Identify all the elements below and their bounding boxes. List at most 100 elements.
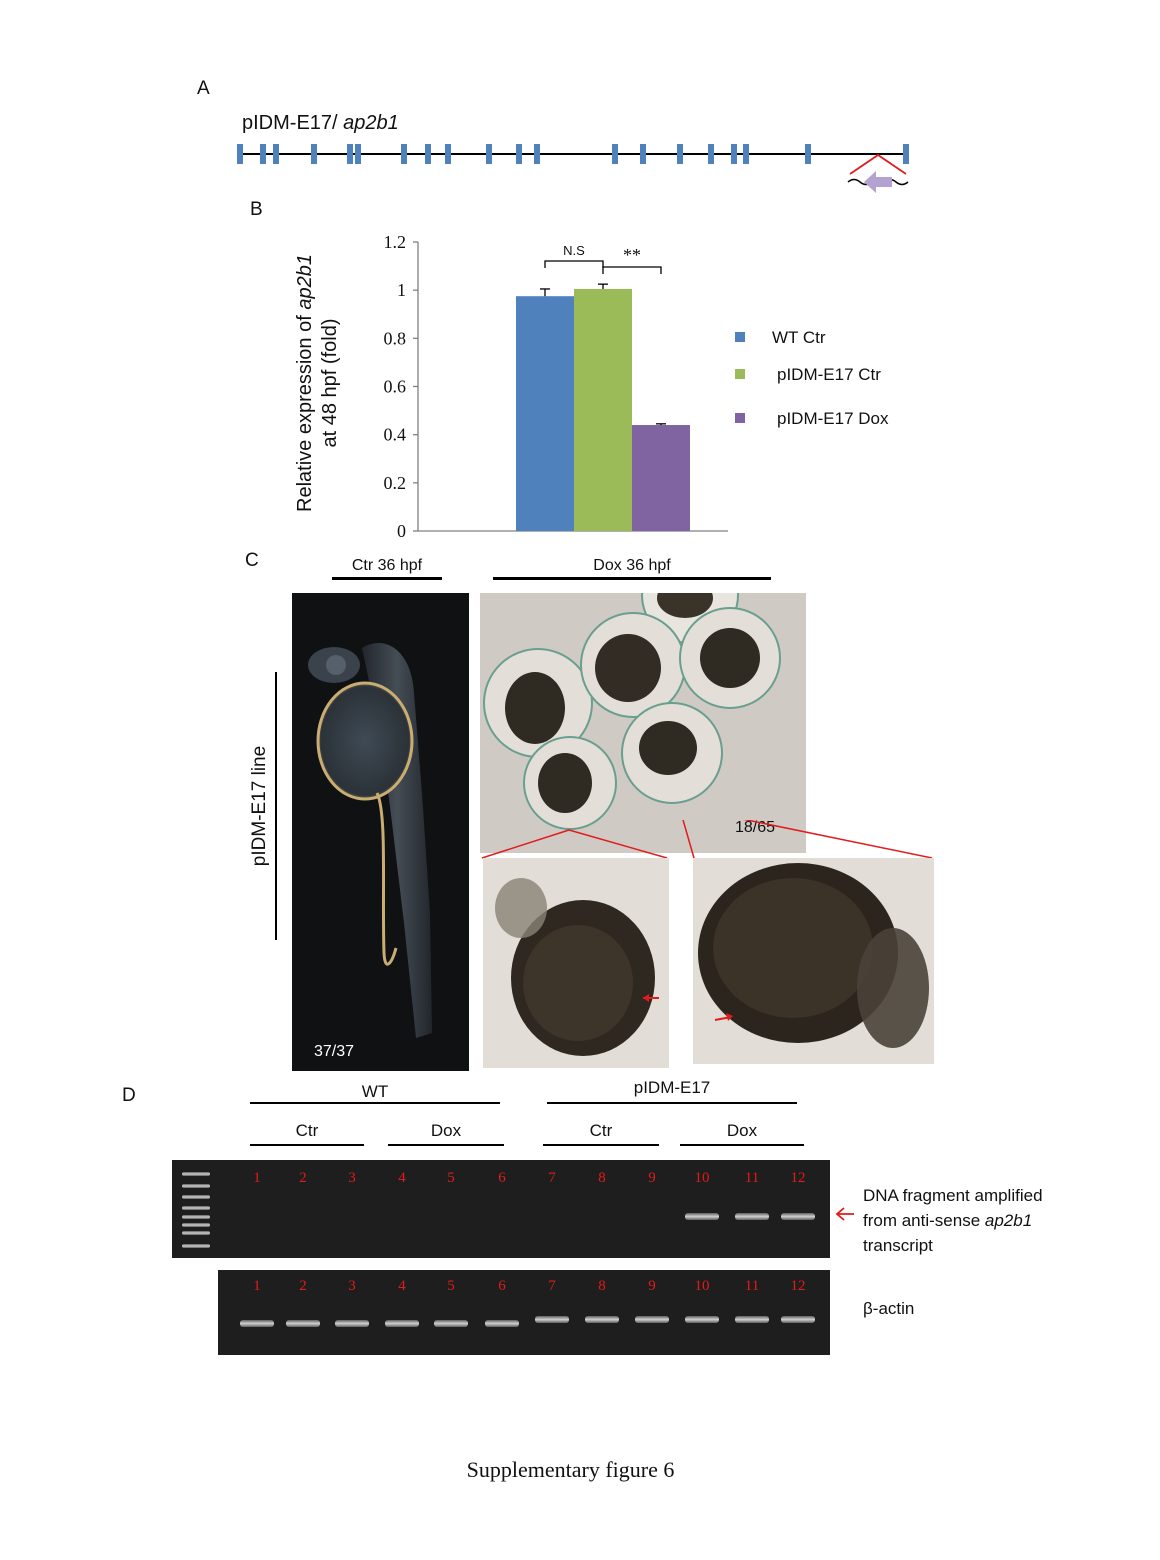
ladder-band	[182, 1231, 210, 1235]
y-axis-label: Relative expression of ap2b1 at 48 hpf (…	[294, 254, 341, 512]
sub-label-2: Dox	[430, 1121, 462, 1140]
ladder-band	[182, 1172, 210, 1176]
ladder-band	[182, 1184, 210, 1188]
lane-number: 3	[348, 1170, 356, 1186]
bar-chart: 0 0.2 0.4 0.6 0.8 1 1.2 N.S ** WT Ctr pIDM-E17 C…	[384, 232, 889, 541]
group-pidm-label: pIDM-E17	[633, 1078, 711, 1097]
actin-band	[286, 1320, 320, 1327]
y-tick-label: 0.4	[384, 425, 407, 445]
actin-band	[685, 1316, 719, 1323]
actin-band	[335, 1320, 369, 1327]
lane-number: 9	[648, 1278, 656, 1294]
significance-label: N.S	[563, 243, 585, 258]
lane-number: 2	[299, 1170, 307, 1186]
significance-bracket	[602, 266, 662, 274]
exon	[273, 144, 279, 164]
ladder-band	[182, 1244, 210, 1248]
y-tick-label: 0.6	[384, 377, 407, 397]
lane-number: 6	[498, 1170, 506, 1186]
exon	[311, 144, 317, 164]
amplicon-band	[735, 1213, 769, 1220]
significance-bracket	[544, 260, 604, 268]
lane-number: 5	[447, 1278, 455, 1294]
lane-number: 1	[253, 1278, 261, 1294]
exon-group	[237, 144, 909, 164]
figure-caption: Supplementary figure 6	[466, 1457, 675, 1482]
ladder-band	[182, 1195, 210, 1199]
ctr-count: 37/37	[314, 1043, 355, 1060]
legend-label: WT Ctr	[772, 328, 826, 347]
zoom-photo-2	[693, 858, 934, 1064]
panel-letter-a: A	[197, 78, 210, 99]
exon	[677, 144, 683, 164]
significance-group: N.S **	[544, 243, 662, 274]
actin-band	[385, 1320, 419, 1327]
gel-bottom: 1 2 3 4 5 6 7 8 9 10 11 12	[218, 1270, 830, 1355]
ladder-band	[182, 1215, 210, 1219]
lane-number: 5	[447, 1170, 455, 1186]
top-gel-annotation: DNA fragment amplified from anti-sense a…	[863, 1186, 1043, 1255]
actin-band	[635, 1316, 669, 1323]
actin-band	[485, 1320, 519, 1327]
exon	[612, 144, 618, 164]
lane-number: 6	[498, 1278, 506, 1294]
bar-3	[632, 425, 690, 531]
sub-label-3: Ctr	[589, 1121, 613, 1140]
zoom-photo-1	[483, 858, 669, 1068]
ctr-underline	[332, 577, 442, 580]
lane-number: 12	[790, 1278, 806, 1294]
embryo-yolk	[316, 681, 414, 801]
y-tick-label: 1	[397, 280, 406, 300]
lane-number: 10	[694, 1170, 710, 1186]
exon	[401, 144, 407, 164]
exon	[347, 144, 353, 164]
lane-number: 2	[299, 1278, 307, 1294]
line-bracket	[275, 672, 277, 940]
bar-1	[516, 296, 574, 531]
significance-label: **	[623, 245, 641, 265]
exon	[425, 144, 431, 164]
dox-embryos	[483, 593, 781, 830]
exon	[486, 144, 492, 164]
gene-construct-diagram	[237, 144, 909, 193]
group-wt-label: WT	[361, 1082, 389, 1101]
panel-letter-d: D	[122, 1085, 136, 1106]
exon	[743, 144, 749, 164]
dox-label: Dox 36 hpf	[593, 557, 671, 574]
lane-number: 1	[253, 1170, 261, 1186]
ladder-band	[182, 1206, 210, 1210]
exon	[260, 144, 266, 164]
lane-number: 11	[744, 1170, 760, 1186]
y-tick-label: 0.2	[384, 473, 407, 493]
lane-number: 4	[398, 1278, 406, 1294]
lane-number: 8	[598, 1278, 606, 1294]
legend-swatch	[735, 413, 745, 423]
y-tick-label: 0.8	[384, 328, 407, 348]
bottom-gel-annotation: β-actin	[863, 1299, 915, 1318]
exon	[534, 144, 540, 164]
bar-group	[516, 283, 690, 531]
lane-number: 3	[348, 1278, 356, 1294]
actin-band	[585, 1316, 619, 1323]
actin-band	[781, 1316, 815, 1323]
y-tick-group: 0 0.2 0.4 0.6 0.8 1 1.2	[384, 232, 418, 541]
legend-swatch	[735, 369, 745, 379]
dox-overview-photo: 18/65	[480, 593, 806, 853]
legend-label: pIDM-E17 Dox	[777, 409, 889, 428]
exon	[237, 144, 243, 164]
zoom-lines	[481, 820, 933, 859]
actin-band	[535, 1316, 569, 1323]
panel-letter-b: B	[250, 199, 263, 220]
construct-title: pIDM-E17/ ap2b1	[242, 112, 399, 134]
legend-label: pIDM-E17 Ctr	[777, 365, 881, 384]
ladder-band	[182, 1223, 210, 1227]
line-label: pIDM-E17 line	[249, 745, 270, 867]
exon	[516, 144, 522, 164]
legend: WT Ctr pIDM-E17 Ctr pIDM-E17 Dox	[735, 328, 889, 428]
exon	[731, 144, 737, 164]
actin-band	[240, 1320, 274, 1327]
control-embryo-photo: 37/37	[292, 593, 469, 1071]
actin-band	[735, 1316, 769, 1323]
lane-number: 10	[694, 1278, 710, 1294]
exon	[640, 144, 646, 164]
